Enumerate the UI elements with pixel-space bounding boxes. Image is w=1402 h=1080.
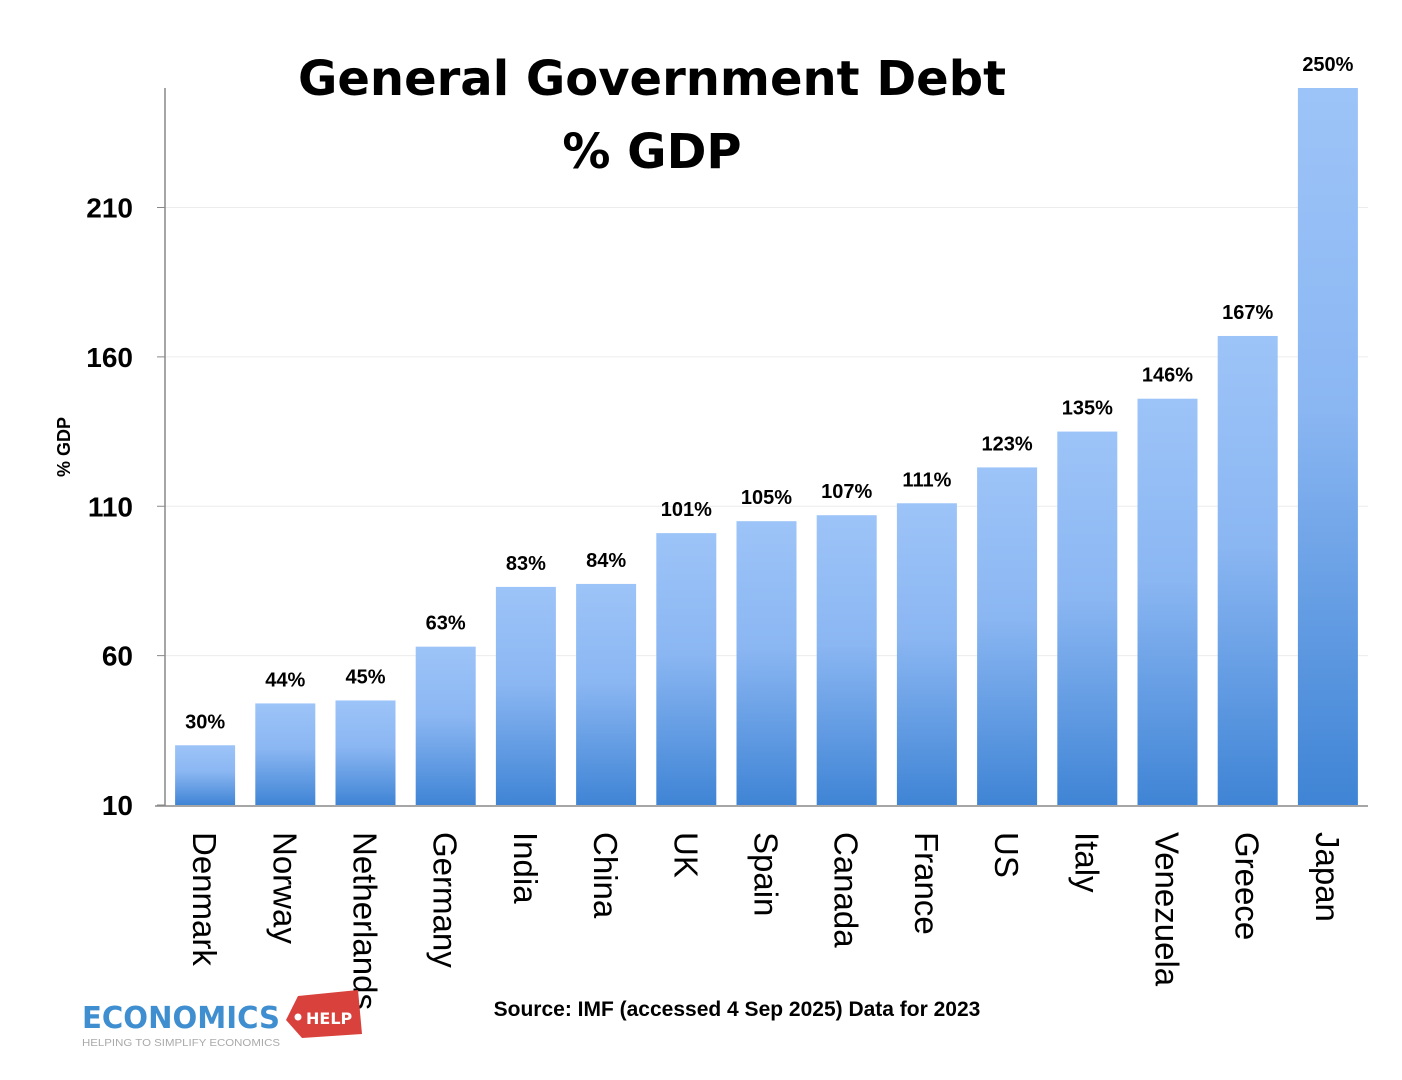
bar-norway [255, 703, 316, 805]
y-tick-label: 60 [102, 641, 133, 672]
chart-subtitle: % GDP [562, 124, 741, 180]
category-label: Venezuela [1149, 832, 1186, 987]
bar-france [896, 503, 957, 805]
data-label: 105% [741, 487, 792, 509]
bar-india [495, 586, 556, 805]
bar-venezuela [1137, 398, 1198, 805]
y-axis-label: % GDP [54, 417, 74, 477]
bar-spain [736, 521, 797, 805]
data-label: 250% [1302, 54, 1353, 76]
category-label: Greece [1229, 832, 1266, 940]
category-label: India [507, 832, 544, 904]
y-tick-label: 110 [88, 491, 133, 522]
bar-canada [816, 515, 877, 805]
data-label: 63% [426, 613, 466, 635]
data-label: 84% [586, 550, 626, 572]
category-label: France [908, 832, 945, 935]
data-label: 30% [185, 711, 225, 733]
category-labels: Denmark Norway Netherlands Germany India Chin… [186, 832, 1346, 1010]
bar-us [977, 467, 1038, 805]
data-label: 146% [1142, 365, 1193, 387]
data-label: 45% [345, 666, 385, 688]
data-label: 101% [661, 499, 712, 521]
bar-greece [1217, 335, 1278, 805]
category-label: China [587, 832, 624, 919]
bar-netherlands [335, 700, 396, 805]
data-label: 167% [1222, 302, 1273, 324]
y-tick-label: 160 [86, 342, 133, 373]
category-label: Canada [828, 832, 865, 948]
bar-uk [656, 533, 717, 805]
bar-italy [1057, 431, 1118, 805]
bars [175, 88, 1358, 805]
data-labels: 30% 44% 45% 63% 83% 84% 101% 105% 107% 111% 123% 13… [185, 54, 1354, 733]
data-label: 44% [265, 669, 305, 691]
data-label: 107% [821, 481, 872, 503]
category-label: Germany [427, 832, 464, 968]
data-label: 135% [1062, 398, 1113, 420]
y-tick-label: 210 [86, 193, 133, 224]
logo-tag: HELP [306, 1009, 353, 1028]
economics-help-logo: ECONOMICS HELP HELPING TO SIMPLIFY ECONO… [82, 990, 362, 1049]
category-label: US [988, 832, 1025, 878]
logo-brand: ECONOMICS [82, 1001, 280, 1036]
bar-japan [1297, 88, 1358, 805]
category-label: Denmark [186, 832, 223, 966]
category-label: Norway [266, 832, 303, 944]
category-label: Italy [1068, 832, 1105, 893]
bar-denmark [175, 745, 236, 805]
bar-germany [415, 646, 476, 805]
y-tick-label: 10 [102, 790, 133, 821]
category-label: Japan [1309, 832, 1346, 922]
category-label: Netherlands [347, 832, 384, 1010]
bar-china [576, 583, 637, 805]
source-note: Source: IMF (accessed 4 Sep 2025) Data f… [494, 998, 981, 1021]
logo-tagline: HELPING TO SIMPLIFY ECONOMICS [82, 1038, 280, 1049]
chart-title: General Government Debt [298, 51, 1006, 107]
data-label: 83% [506, 553, 546, 575]
data-label: 123% [982, 433, 1033, 455]
y-ticks: 10 60 110 160 210 [86, 193, 165, 821]
category-label: Spain [748, 832, 785, 916]
data-label: 111% [902, 469, 951, 491]
category-label: UK [667, 832, 704, 878]
